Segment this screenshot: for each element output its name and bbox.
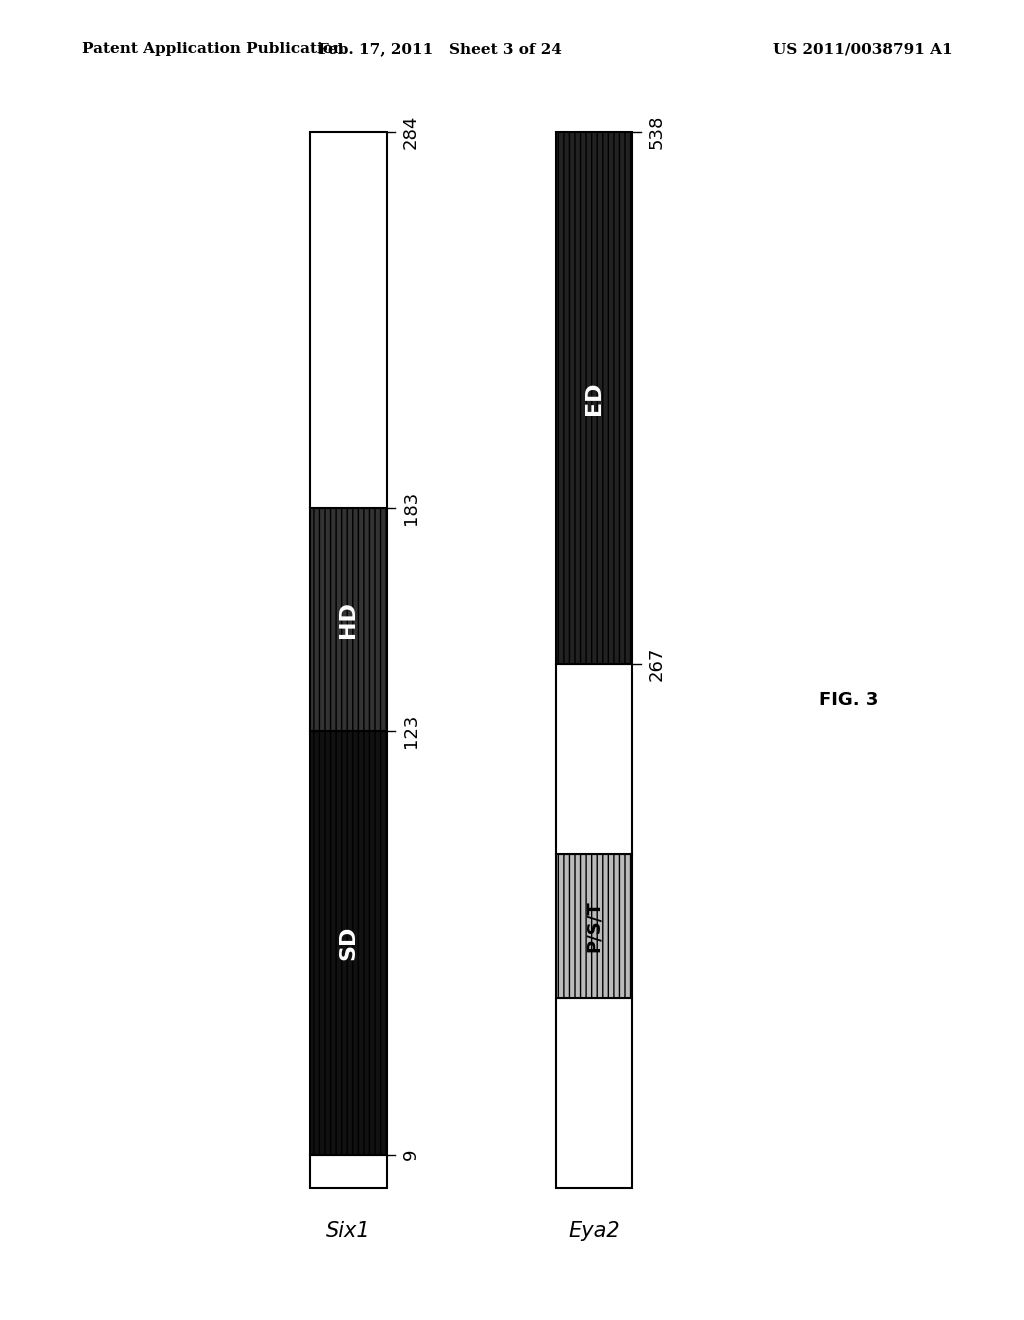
Text: Six1: Six1 [326,1221,371,1241]
Text: 123: 123 [402,714,420,748]
Bar [310,508,387,731]
Text: ED: ED [584,381,604,414]
Text: SD: SD [338,925,358,960]
Text: Eya2: Eya2 [568,1221,620,1241]
Text: P/S/T: P/S/T [585,900,603,952]
Bar [555,132,632,664]
Text: 9: 9 [402,1148,420,1160]
Bar [555,854,632,998]
Text: 183: 183 [402,491,420,524]
Text: 267: 267 [647,647,666,681]
Text: Feb. 17, 2011   Sheet 3 of 24: Feb. 17, 2011 Sheet 3 of 24 [318,42,562,57]
Bar [555,998,632,1188]
Text: HD: HD [338,601,358,638]
Text: US 2011/0038791 A1: US 2011/0038791 A1 [773,42,952,57]
Text: 538: 538 [647,115,666,149]
Bar [310,731,387,1155]
Bar [555,664,632,854]
Bar [310,132,387,508]
Text: 284: 284 [402,115,420,149]
Bar [310,1155,387,1188]
Text: FIG. 3: FIG. 3 [819,690,879,709]
Text: Patent Application Publication: Patent Application Publication [82,42,344,57]
